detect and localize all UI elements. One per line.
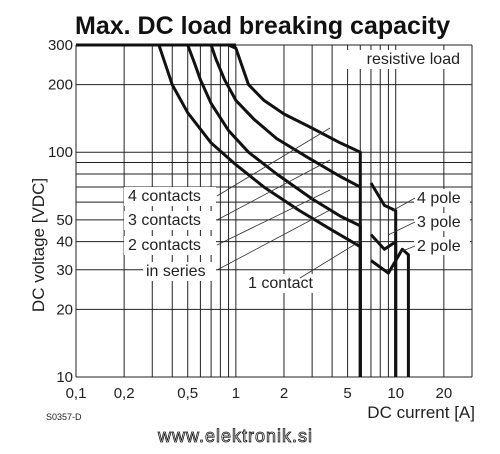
x-tick-label: 2 [280, 385, 288, 402]
x-tick-label: 20 [436, 385, 453, 402]
y-tick-label: 100 [48, 144, 73, 161]
leader-line [216, 127, 331, 197]
figure-code: S0357-D [46, 412, 82, 422]
annotation-c1: 1 contact [248, 275, 313, 292]
annotation-p2: 2 pole [417, 238, 461, 255]
label-bg [414, 237, 470, 255]
x-axis-label: DC current [A] [367, 403, 475, 422]
x-tick-label: 5 [343, 385, 351, 402]
label-bg [414, 213, 470, 231]
annotation-c3: 3 contacts [128, 212, 201, 229]
series-3-pole [369, 233, 398, 377]
chart-title: Max. DC load breaking capacity [75, 12, 450, 40]
x-tick-label: 1 [232, 385, 240, 402]
x-tick-label: 10 [387, 385, 404, 402]
annotation-c4: 4 contacts [128, 188, 201, 205]
series-3-contacts [209, 44, 362, 189]
y-tick-label: 200 [48, 77, 73, 94]
annotation-series: in series [146, 263, 206, 280]
label-bg [414, 189, 470, 207]
annotation-p4: 4 pole [417, 190, 461, 207]
label-bg [124, 236, 216, 255]
label-bg [143, 262, 216, 281]
y-tick-label: 40 [56, 234, 73, 251]
series-1-contact [157, 44, 362, 377]
leader-line [299, 239, 363, 279]
label-bg [124, 187, 216, 206]
y-tick-label: 10 [56, 369, 73, 386]
y-tick-label: 50 [56, 212, 73, 229]
label-bg [245, 274, 327, 293]
leader-line [399, 245, 416, 253]
y-axis-label: DC voltage [VDC] [29, 178, 48, 312]
series-2-pole [370, 247, 410, 377]
y-tick-label: 20 [56, 301, 73, 318]
website-watermark: www.elektronik.si [157, 426, 313, 446]
label-bg [344, 50, 462, 69]
leader-line [216, 209, 331, 271]
series-4-pole [369, 182, 398, 377]
series-2-contacts [186, 44, 362, 377]
annotation-c2: 2 contacts [128, 237, 201, 254]
y-tick-label: 300 [48, 37, 73, 54]
series-4-contacts [227, 43, 362, 377]
x-tick-label: 0,5 [177, 385, 198, 402]
x-tick-label: 0,2 [114, 385, 135, 402]
leader-line [387, 221, 416, 236]
annotation-resistive: resistive load [367, 51, 460, 68]
x-tick-label: 0,1 [66, 385, 87, 402]
annotation-p3: 3 pole [417, 214, 461, 231]
y-tick-label: 30 [56, 262, 73, 279]
plot-area: 10 20 30 40 50 100 200 300 0,1 0,2 0,5 1 2 5 10 20 resis… [48, 37, 473, 402]
leader-line [216, 159, 331, 221]
leader-line [216, 189, 331, 246]
leader-line [391, 197, 416, 212]
label-bg [124, 211, 216, 230]
